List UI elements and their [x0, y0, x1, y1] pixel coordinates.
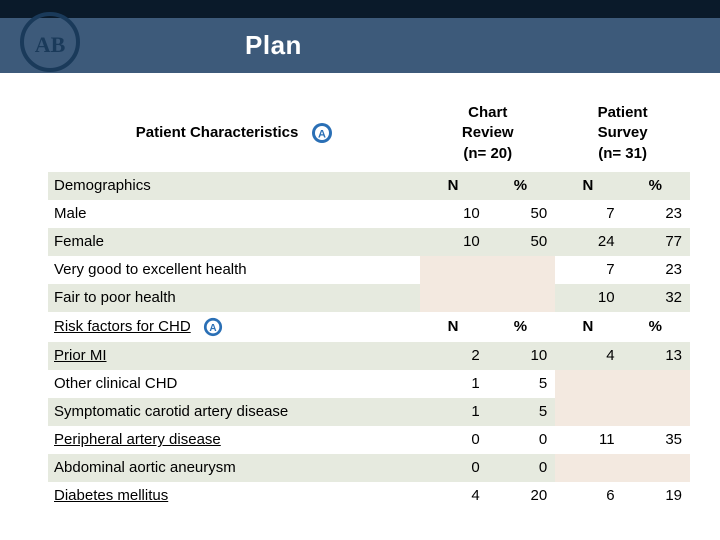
info-a-icon: A [311, 122, 333, 144]
table-row: Fair to poor health 1032 [48, 284, 690, 312]
sub-header-pct: % [488, 312, 555, 342]
sub-header-n: N [420, 172, 487, 200]
table-row: Female10502477 [48, 228, 690, 256]
cell-value [623, 370, 690, 398]
cell-value: 1 [420, 398, 487, 426]
cell-value: 10 [488, 342, 555, 370]
col-header-chart-review: Chart Review (n= 20) [420, 95, 555, 172]
col-header-patient-survey: Patient Survey (n= 31) [555, 95, 690, 172]
table-row: Abdominal aortic aneurysm00 [48, 454, 690, 482]
cell-value [420, 256, 487, 284]
table-row: Prior MI210413 [48, 342, 690, 370]
cell-value: 50 [488, 200, 555, 228]
cell-value: 7 [555, 200, 622, 228]
cell-value: 24 [555, 228, 622, 256]
cell-value [488, 284, 555, 312]
abim-logo: AB [20, 12, 80, 72]
cell-value: 1 [420, 370, 487, 398]
sub-header-n: N [555, 312, 622, 342]
row-label: Abdominal aortic aneurysm [48, 454, 420, 482]
cell-value [488, 256, 555, 284]
table-row: Other clinical CHD15 [48, 370, 690, 398]
cell-value: 6 [555, 482, 622, 510]
row-label: Prior MI [48, 342, 420, 370]
table-row: DemographicsN%N% [48, 172, 690, 200]
cell-value: 5 [488, 398, 555, 426]
cell-value: 2 [420, 342, 487, 370]
cell-value: 13 [623, 342, 690, 370]
row-label: Risk factors for CHD A [48, 312, 420, 342]
sub-header-pct: % [623, 172, 690, 200]
page-title: Plan [245, 30, 302, 61]
svg-text:AB: AB [35, 32, 66, 57]
cell-value: 11 [555, 426, 622, 454]
cell-value: 23 [623, 256, 690, 284]
col-header-characteristics: Patient Characteristics A [48, 95, 420, 172]
cell-value: 10 [555, 284, 622, 312]
row-label: Demographics [48, 172, 420, 200]
row-label: Other clinical CHD [48, 370, 420, 398]
cell-value: 0 [420, 454, 487, 482]
cell-value: 0 [488, 454, 555, 482]
cell-value: 32 [623, 284, 690, 312]
sub-header-n: N [555, 172, 622, 200]
cell-value: 23 [623, 200, 690, 228]
svg-text:A: A [209, 323, 216, 334]
row-label: Symptomatic carotid artery disease [48, 398, 420, 426]
cell-value: 4 [420, 482, 487, 510]
cell-value: 10 [420, 228, 487, 256]
cell-value: 0 [420, 426, 487, 454]
sub-header-n: N [420, 312, 487, 342]
cell-value [623, 398, 690, 426]
cell-value: 0 [488, 426, 555, 454]
cell-value: 5 [488, 370, 555, 398]
row-label: Male [48, 200, 420, 228]
cell-value [555, 370, 622, 398]
cell-value: 35 [623, 426, 690, 454]
row-label: Very good to excellent health [48, 256, 420, 284]
table-row: Diabetes mellitus420619 [48, 482, 690, 510]
table-row: Very good to excellent health 723 [48, 256, 690, 284]
table-row: Risk factors for CHD AN%N% [48, 312, 690, 342]
top-dark-bar [0, 0, 720, 18]
title-bar: AB Plan [0, 18, 720, 73]
cell-value: 20 [488, 482, 555, 510]
svg-text:A: A [318, 129, 326, 141]
sub-header-pct: % [623, 312, 690, 342]
cell-value: 50 [488, 228, 555, 256]
table-header-row: Patient Characteristics A Chart Review (… [48, 95, 690, 172]
cell-value [420, 284, 487, 312]
row-label: Fair to poor health [48, 284, 420, 312]
patient-characteristics-table: Patient Characteristics A Chart Review (… [48, 95, 690, 510]
cell-value: 4 [555, 342, 622, 370]
cell-value [623, 454, 690, 482]
sub-header-pct: % [488, 172, 555, 200]
table-row: Male1050723 [48, 200, 690, 228]
cell-value: 19 [623, 482, 690, 510]
cell-value: 77 [623, 228, 690, 256]
table-row: Symptomatic carotid artery disease15 [48, 398, 690, 426]
row-label: Peripheral artery disease [48, 426, 420, 454]
row-label: Diabetes mellitus [48, 482, 420, 510]
cell-value: 10 [420, 200, 487, 228]
table-row: Peripheral artery disease001135 [48, 426, 690, 454]
cell-value [555, 454, 622, 482]
info-a-icon: A [203, 317, 223, 337]
cell-value: 7 [555, 256, 622, 284]
cell-value [555, 398, 622, 426]
row-label: Female [48, 228, 420, 256]
